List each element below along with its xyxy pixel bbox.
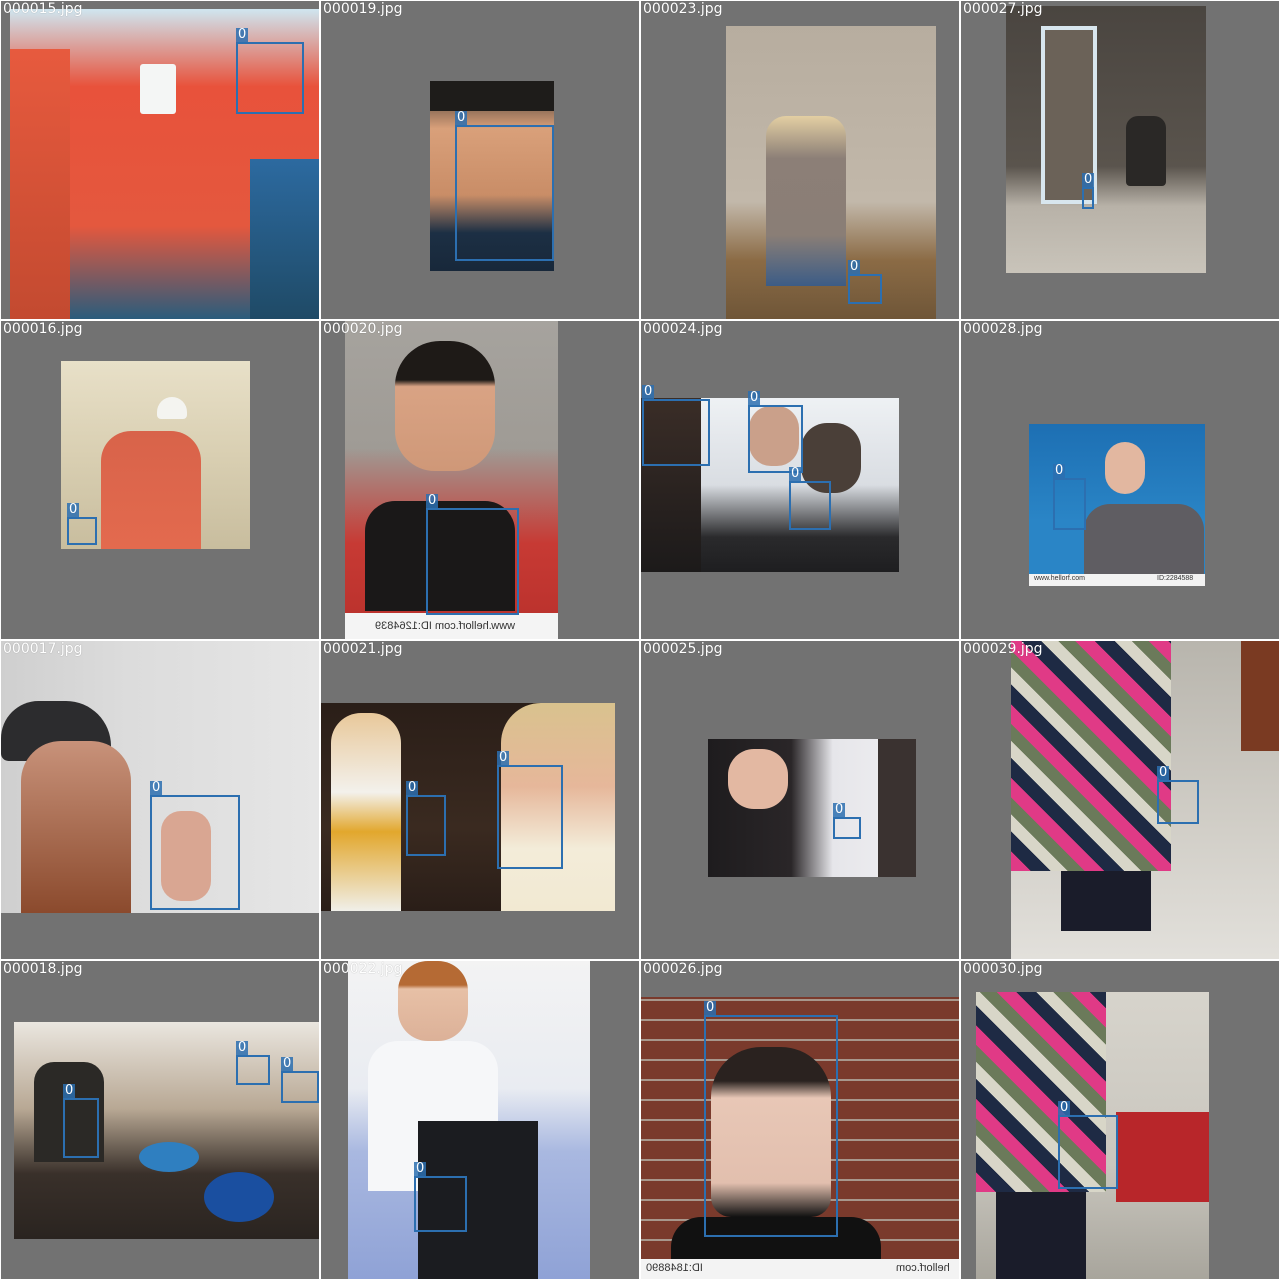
bbox-label: 0: [748, 390, 761, 405]
filename-label: 000027.jpg: [963, 1, 1043, 17]
filename-label: 000016.jpg: [3, 321, 83, 337]
bbox-label: 0: [67, 502, 80, 517]
bbox: 0: [497, 751, 563, 869]
filename-label: 000019.jpg: [323, 1, 403, 17]
photo-camo-jacket-tricycle: [976, 992, 1209, 1279]
tile-000019[interactable]: 0 000019.jpg: [321, 1, 639, 319]
bbox-label: 0: [406, 780, 419, 795]
photo-woman-smiling-window: [708, 739, 916, 877]
bbox: 0: [704, 1001, 838, 1237]
filename-label: 000029.jpg: [963, 641, 1043, 657]
bbox-label: 0: [236, 1040, 249, 1055]
photo-woman-blue-background: www.hellorf.com ID:2284588: [1029, 424, 1205, 586]
tile-000017[interactable]: 0 000017.jpg: [1, 641, 319, 959]
tile-000015[interactable]: 0 000015.jpg: [1, 1, 319, 319]
bbox-label: 0: [150, 780, 163, 795]
tile-000028[interactable]: www.hellorf.com ID:2284588 0 000028.jpg: [961, 321, 1279, 639]
filename-label: 000028.jpg: [963, 321, 1043, 337]
tile-000025[interactable]: 0 000025.jpg: [641, 641, 959, 959]
tile-000027[interactable]: 0 000027.jpg: [961, 1, 1279, 319]
bbox-label: 0: [848, 259, 861, 274]
bbox: 0: [455, 111, 554, 261]
watermark-left: www.hellorf.com: [1034, 575, 1085, 582]
filename-label: 000015.jpg: [3, 1, 83, 17]
filename-label: 000022.jpg: [323, 961, 403, 977]
bbox-label: 0: [1082, 172, 1095, 187]
bbox: 0: [281, 1057, 319, 1103]
bbox-label: 0: [63, 1083, 76, 1098]
bbox: 0: [848, 260, 882, 304]
bbox: 0: [236, 28, 304, 114]
watermark-left: ID:1848890: [646, 1262, 703, 1274]
bbox-label: 0: [1157, 765, 1170, 780]
bbox: 0: [748, 391, 803, 473]
filename-label: 000030.jpg: [963, 961, 1043, 977]
bbox-label: 0: [426, 493, 439, 508]
bbox-label: 0: [642, 384, 655, 399]
watermark-text: www.hellorf.com ID:1264839: [375, 620, 516, 632]
photo-camo-jacket-person: [1011, 641, 1279, 959]
filename-label: 000026.jpg: [643, 961, 723, 977]
tile-000016[interactable]: 0 000016.jpg: [1, 321, 319, 639]
tile-000023[interactable]: 0 000023.jpg: [641, 1, 959, 319]
photo-woman-beret-sunglasses: [1, 641, 319, 913]
bbox-label: 0: [455, 110, 468, 125]
photo-two-women-smoking: [321, 703, 615, 911]
tile-000022[interactable]: 0 000022.jpg: [321, 961, 639, 1279]
photo-worker-orange-overalls: [10, 9, 319, 319]
bbox: 0: [426, 494, 519, 615]
tile-000020[interactable]: www.hellorf.com ID:1264839 0 000020.jpg: [321, 321, 639, 639]
filename-label: 000018.jpg: [3, 961, 83, 977]
photo-warehouse-doorway: [1006, 6, 1206, 273]
tile-000030[interactable]: 0 000030.jpg: [961, 961, 1279, 1279]
filename-label: 000023.jpg: [643, 1, 723, 17]
bbox-label: 0: [833, 802, 846, 817]
photo-man-glasses-smoking: [430, 81, 554, 271]
bbox: 0: [236, 1041, 270, 1085]
bbox-label: 0: [281, 1056, 294, 1071]
tile-000029[interactable]: 0 000029.jpg: [961, 641, 1279, 959]
bbox-label: 0: [1058, 1100, 1071, 1115]
bbox: 0: [789, 467, 831, 530]
photo-group-ashtrays: [14, 1022, 319, 1239]
filename-label: 000017.jpg: [3, 641, 83, 657]
bbox: 0: [833, 803, 861, 839]
tile-000018[interactable]: 0 0 0 000018.jpg: [1, 961, 319, 1279]
bbox: 0: [406, 781, 446, 856]
filename-label: 000025.jpg: [643, 641, 723, 657]
bbox-label: 0: [1053, 463, 1066, 478]
photo-woman-against-wall: [726, 26, 936, 319]
bbox: 0: [1157, 766, 1199, 824]
photo-woman-brick-wall: ID:1848890 hellorf.com: [641, 997, 959, 1279]
bbox-label: 0: [236, 27, 249, 42]
bbox: 0: [414, 1162, 467, 1232]
tile-000021[interactable]: 0 0 000021.jpg: [321, 641, 639, 959]
bbox-label: 0: [497, 750, 510, 765]
photo-young-man-red-jacket: www.hellorf.com ID:1264839: [345, 321, 558, 639]
tile-000024[interactable]: 0 0 0 000024.jpg: [641, 321, 959, 639]
bbox: 0: [63, 1084, 99, 1158]
bbox: 0: [1053, 464, 1086, 530]
tile-000026[interactable]: ID:1848890 hellorf.com 0 000026.jpg: [641, 961, 959, 1279]
filename-label: 000020.jpg: [323, 321, 403, 337]
bbox-label: 0: [704, 1000, 717, 1015]
bbox-label: 0: [789, 466, 802, 481]
watermark-right: hellorf.com: [896, 1262, 950, 1274]
bbox: 0: [150, 781, 240, 910]
bbox: 0: [67, 503, 97, 545]
bbox: 0: [642, 385, 710, 466]
bbox-label: 0: [414, 1161, 427, 1176]
bbox: 0: [1058, 1101, 1118, 1189]
filename-label: 000024.jpg: [643, 321, 723, 337]
photo-three-people-smoking: [641, 398, 899, 572]
filename-label: 000021.jpg: [323, 641, 403, 657]
photo-boy-white-shirt-tie: [348, 961, 590, 1279]
watermark-right: ID:2284588: [1157, 575, 1194, 582]
bbox: 0: [1082, 173, 1095, 209]
